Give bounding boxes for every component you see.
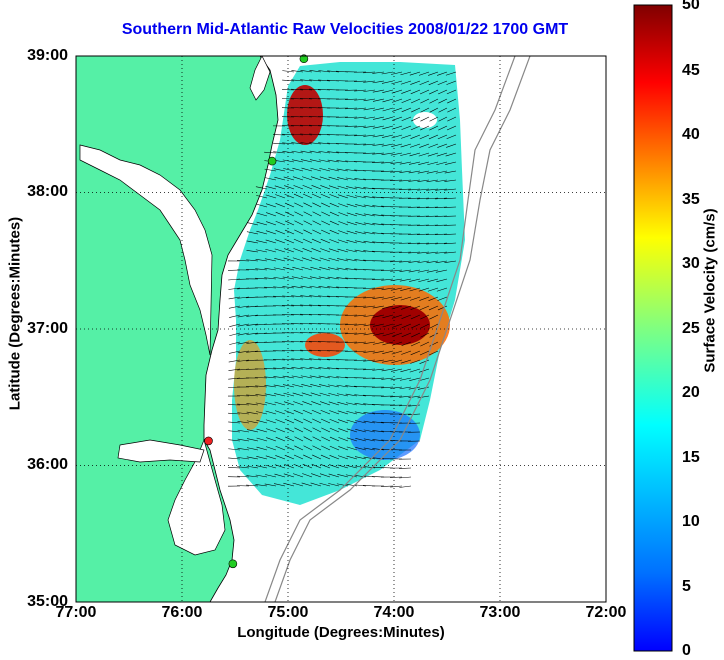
velocity-nw-core bbox=[287, 85, 323, 145]
colorbar-tick-label: 25 bbox=[682, 320, 700, 338]
radar-site-marker bbox=[268, 157, 276, 165]
x-tick-label: 74:00 bbox=[364, 604, 424, 622]
velocity-gap bbox=[413, 112, 437, 128]
x-tick-label: 77:00 bbox=[46, 604, 106, 622]
colorbar-tick-label: 45 bbox=[682, 62, 700, 80]
y-tick-label: 37:00 bbox=[8, 320, 68, 338]
colorbar-tick-label: 40 bbox=[682, 126, 700, 144]
colorbar-tick-label: 20 bbox=[682, 384, 700, 402]
colorbar-tick-label: 10 bbox=[682, 513, 700, 531]
x-tick-label: 76:00 bbox=[152, 604, 212, 622]
x-tick-label: 73:00 bbox=[470, 604, 530, 622]
y-tick-label: 39:00 bbox=[8, 47, 68, 65]
velocity-low-core bbox=[350, 410, 420, 460]
x-axis-label: Longitude (Degrees:Minutes) bbox=[76, 624, 606, 641]
radar-site-marker bbox=[229, 560, 237, 568]
x-tick-label: 72:00 bbox=[576, 604, 636, 622]
velocity-mid-core bbox=[305, 333, 345, 357]
y-tick-label: 36:00 bbox=[8, 456, 68, 474]
colorbar-tick-label: 30 bbox=[682, 255, 700, 273]
colorbar bbox=[634, 5, 672, 651]
colorbar-tick-label: 0 bbox=[682, 642, 691, 660]
y-axis-label: Latitude (Degrees:Minutes) bbox=[7, 214, 24, 414]
velocity-arrow bbox=[228, 467, 240, 468]
y-tick-label: 38:00 bbox=[8, 183, 68, 201]
colorbar-tick-label: 5 bbox=[682, 578, 691, 596]
velocity-arrow bbox=[282, 71, 294, 72]
radar-site-marker bbox=[205, 437, 213, 445]
colorbar-label: Surface Velocity (cm/s) bbox=[702, 191, 719, 391]
colorbar-tick-label: 50 bbox=[682, 0, 700, 14]
colorbar-tick-label: 35 bbox=[682, 191, 700, 209]
x-tick-label: 75:00 bbox=[258, 604, 318, 622]
velocity-west-band bbox=[234, 340, 266, 430]
colorbar-tick-label: 15 bbox=[682, 449, 700, 467]
